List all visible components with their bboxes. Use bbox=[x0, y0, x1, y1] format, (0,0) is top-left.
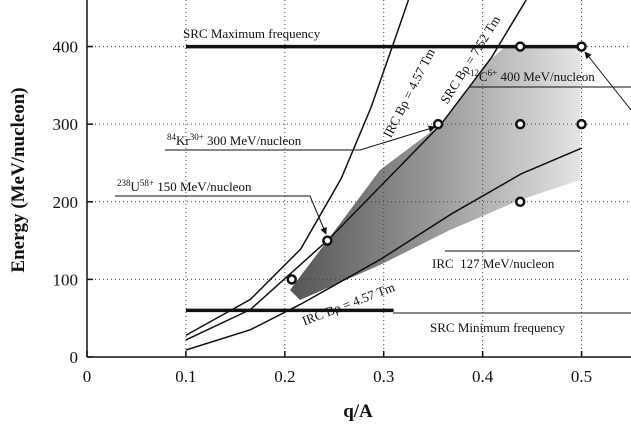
annotation-text: 150 MeV/nucleon bbox=[154, 179, 252, 194]
leader-line bbox=[584, 51, 631, 111]
annotation-element: C bbox=[479, 69, 488, 84]
annotation-charge: 58+ bbox=[140, 178, 154, 188]
annotation-element: U bbox=[131, 179, 141, 194]
data-point bbox=[514, 196, 526, 208]
data-point bbox=[514, 118, 526, 130]
annotation-charge: 6+ bbox=[488, 68, 498, 78]
acceptance-region bbox=[290, 47, 580, 300]
annotation: 12C6+ 400 MeV/nucleon bbox=[470, 68, 595, 84]
x-tick-label: 0.1 bbox=[175, 367, 196, 386]
data-point bbox=[514, 41, 526, 52]
data-point bbox=[576, 41, 587, 52]
x-tick-label: 0.2 bbox=[274, 367, 295, 386]
x-tick-label: 0 bbox=[83, 367, 92, 386]
annotation-mass: 238 bbox=[117, 178, 131, 188]
y-tick-label: 400 bbox=[53, 38, 79, 57]
y-tick-label: 200 bbox=[53, 193, 79, 212]
y-tick-label: 100 bbox=[53, 270, 79, 289]
annotation-text: 400 MeV/nucleon bbox=[497, 69, 595, 84]
curve bbox=[185, 0, 527, 341]
x-tick-label: 0.4 bbox=[472, 367, 494, 386]
data-point bbox=[322, 235, 333, 246]
annotation: 84Kr30+ 300 MeV/nucleon bbox=[167, 132, 302, 148]
y-tick-label: 0 bbox=[70, 348, 79, 367]
annotation-mass: 12 bbox=[470, 68, 479, 78]
x-axis-title: q/A bbox=[343, 401, 373, 422]
annotation: 238U58+ 150 MeV/nucleon bbox=[117, 178, 252, 194]
annotation-text: 300 MeV/nucleon bbox=[204, 133, 302, 148]
data-point bbox=[576, 118, 587, 130]
bar-label: SRC Maximum frequency bbox=[183, 26, 321, 41]
annotation-mass: 84 bbox=[167, 132, 177, 142]
annotation-charge: 30+ bbox=[190, 132, 204, 142]
curve bbox=[185, 0, 410, 336]
y-axis-title: Energy (MeV/nucleon) bbox=[8, 87, 29, 272]
curve-label: IRC Bρ = 4.57 Tm bbox=[380, 46, 438, 140]
data-point bbox=[286, 274, 297, 285]
irc-label: IRC 127 MeV/nucleon bbox=[432, 256, 555, 271]
curve bbox=[185, 147, 582, 351]
x-tick-label: 0.5 bbox=[571, 367, 592, 386]
x-tick-label: 0.3 bbox=[373, 367, 394, 386]
bar-label: SRC Minimum frequency bbox=[430, 320, 566, 335]
leader-line bbox=[165, 125, 436, 151]
data-point bbox=[432, 118, 444, 130]
annotation-element: Kr bbox=[176, 133, 190, 148]
y-tick-label: 300 bbox=[53, 115, 79, 134]
leader-line bbox=[115, 195, 327, 235]
